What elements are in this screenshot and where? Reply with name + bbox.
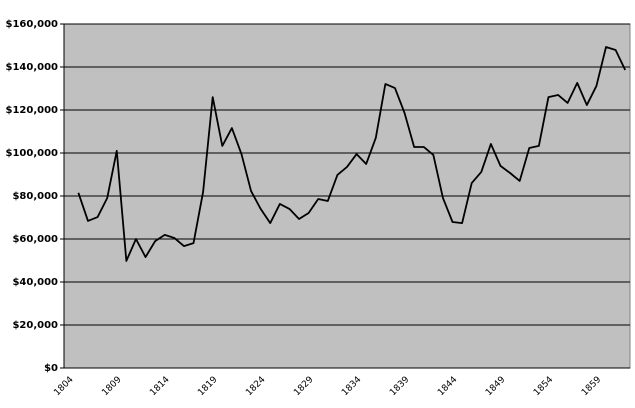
x-tick-label: 1804 bbox=[52, 375, 75, 398]
y-tick-label: $80,000 bbox=[12, 191, 58, 202]
y-tick-label: $0 bbox=[44, 363, 58, 374]
data-line bbox=[77, 46, 627, 262]
y-tick-label: $100,000 bbox=[5, 148, 58, 159]
x-tick-label: 1844 bbox=[436, 375, 459, 398]
x-tick-label: 1854 bbox=[532, 375, 555, 398]
x-tick-label: 1814 bbox=[148, 375, 171, 398]
y-tick-label: $160,000 bbox=[5, 19, 58, 30]
x-tick-label: 1834 bbox=[340, 375, 363, 398]
x-tick-label: 1809 bbox=[100, 375, 123, 398]
x-tick-label: 1824 bbox=[244, 375, 267, 398]
x-tick-label: 1849 bbox=[484, 375, 507, 398]
x-tick-label: 1829 bbox=[292, 375, 315, 398]
y-tick-label: $20,000 bbox=[12, 320, 58, 331]
y-tick-label: $40,000 bbox=[12, 277, 58, 288]
x-tick-label: 1839 bbox=[388, 375, 411, 398]
x-tick-label: 1819 bbox=[196, 375, 219, 398]
y-tick-label: $120,000 bbox=[5, 105, 58, 116]
y-tick-label: $60,000 bbox=[12, 234, 58, 245]
x-tick-label: 1859 bbox=[580, 375, 603, 398]
y-tick-label: $140,000 bbox=[5, 62, 58, 73]
